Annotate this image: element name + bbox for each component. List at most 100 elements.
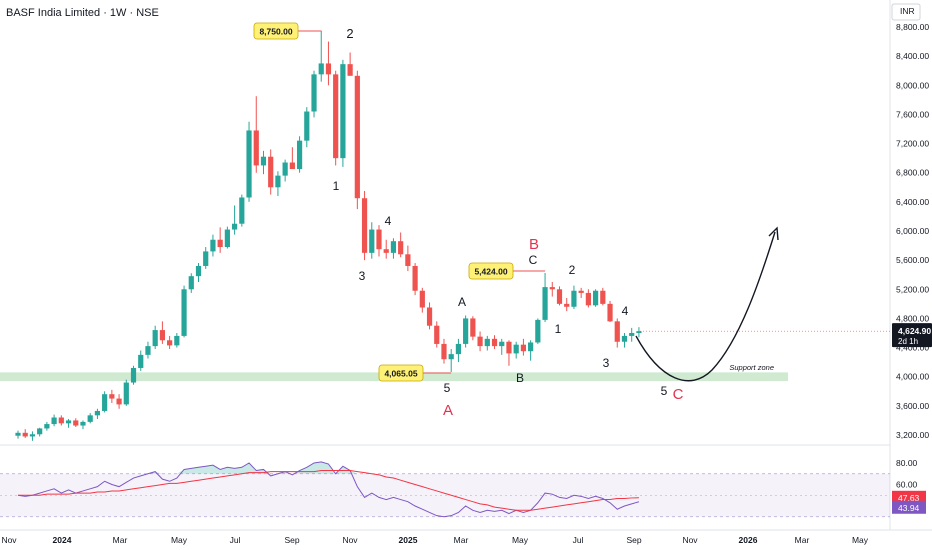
callout-value: 5,424.00	[474, 267, 507, 277]
price-tick-label: 4,000.00	[896, 372, 929, 382]
callout-value: 4,065.05	[384, 369, 417, 379]
candle-body	[607, 303, 613, 322]
rsi-value-badge	[892, 500, 926, 514]
time-tick-label: Jul	[230, 535, 241, 545]
candle-body	[621, 335, 628, 342]
candle-body	[441, 343, 447, 360]
last-price-badge	[892, 323, 932, 348]
candle-body	[564, 303, 570, 307]
candle-body	[520, 344, 526, 352]
candle-body	[260, 156, 267, 166]
candle-body	[491, 338, 498, 347]
time-tick-label: Mar	[113, 535, 128, 545]
wave-label: 5	[661, 384, 668, 398]
rsi-ma-line	[18, 470, 639, 511]
candle-body	[159, 330, 165, 341]
candle-body	[116, 398, 122, 405]
candle-body	[325, 63, 332, 75]
candle-body	[94, 410, 101, 416]
candle-body	[361, 198, 368, 253]
price-tick-label: 8,800.00	[896, 22, 929, 32]
chart-title: BASF India Limited · 1W · NSE	[6, 7, 159, 19]
candle-body	[434, 325, 440, 344]
candle-body	[58, 417, 64, 424]
time-tick-label: Sep	[626, 535, 641, 545]
time-tick-label: Mar	[795, 535, 810, 545]
candle-body	[448, 354, 454, 360]
candle-body	[145, 346, 151, 355]
currency-box	[891, 3, 921, 21]
price-tick-label: 3,200.00	[896, 430, 929, 440]
rsi-tick-label: 60.00	[896, 480, 918, 490]
candle-body	[80, 421, 86, 426]
candle-body	[398, 241, 404, 255]
wave-label: 4	[385, 214, 392, 228]
candle-body	[37, 428, 43, 435]
candle-body	[585, 292, 591, 306]
candle-body	[174, 335, 180, 346]
candle-body	[347, 64, 353, 76]
candle-body	[130, 367, 137, 383]
candle-body	[73, 420, 79, 426]
price-tick-label: 7,600.00	[896, 109, 929, 119]
support-zone-label: Support zone	[729, 363, 774, 372]
candle-body	[167, 340, 173, 346]
price-tick-label: 8,400.00	[896, 51, 929, 61]
candle-body	[138, 354, 144, 368]
candle-body	[282, 162, 288, 176]
rsi-ma-value: 47.63	[898, 493, 920, 503]
candle-body	[210, 239, 216, 252]
callout-box	[253, 22, 299, 40]
time-tick-label: 2024	[53, 535, 72, 545]
projection-arrowhead	[768, 226, 779, 241]
callout-box	[468, 262, 514, 280]
candle-body	[224, 229, 230, 248]
wave-label: 5	[444, 381, 451, 395]
candle-body	[426, 307, 433, 326]
candle-body	[499, 341, 505, 347]
candle-body	[549, 287, 555, 290]
price-tick-label: 3,600.00	[896, 401, 929, 411]
wave-label: 3	[359, 269, 366, 283]
time-tick-label: 2025	[399, 535, 418, 545]
rsi-line	[17, 461, 640, 518]
time-tick-label: Nov	[1, 535, 17, 545]
candle-body	[296, 140, 303, 170]
candle-body	[232, 223, 238, 230]
candle-body	[15, 432, 21, 436]
candle-body	[217, 239, 223, 248]
candle-body	[51, 417, 57, 425]
candle-body	[412, 265, 418, 291]
candle-body	[470, 318, 476, 337]
candle-body	[600, 290, 606, 304]
time-tick-label: Sep	[284, 535, 299, 545]
price-tick-label: 6,400.00	[896, 197, 929, 207]
candle-body	[22, 432, 28, 437]
wave-label: B	[529, 236, 539, 253]
candle-body	[203, 251, 209, 266]
candle-body	[195, 265, 202, 277]
candle-body	[275, 175, 281, 188]
candle-body	[44, 424, 50, 429]
candle-body	[239, 197, 245, 224]
candle-body	[87, 415, 93, 422]
candle-body	[253, 130, 259, 166]
wave-label: 1	[555, 322, 562, 336]
callout-box	[378, 364, 424, 382]
candle-body	[311, 74, 317, 112]
last-price-label: 4,624.90	[898, 326, 931, 336]
candle-body	[405, 254, 411, 266]
candle-body	[29, 434, 36, 437]
price-tick-label: 8,000.00	[896, 80, 929, 90]
candle-body	[556, 289, 563, 304]
time-tick-label: May	[512, 535, 529, 545]
candle-body	[333, 74, 339, 159]
candle-body	[376, 229, 382, 250]
candle-body	[390, 241, 397, 253]
candle-body	[65, 420, 72, 424]
candle-body	[506, 341, 512, 354]
time-tick-label: Nov	[682, 535, 698, 545]
price-tick-label: 4,800.00	[896, 313, 929, 323]
wave-label: 4	[622, 304, 629, 318]
